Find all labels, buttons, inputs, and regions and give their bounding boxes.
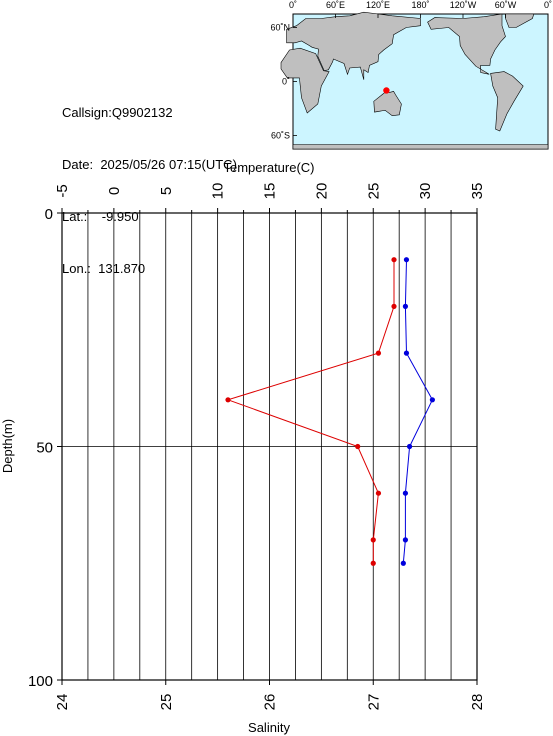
temperature-axis-title: Temperature(C)	[223, 160, 314, 175]
station-marker-dot	[383, 87, 390, 94]
temperature-tick-label: 35	[469, 183, 486, 200]
temperature-data-point	[400, 560, 406, 566]
temperature-data-point	[402, 537, 409, 543]
date-value: 2025/05/26 07:15(UTC)	[100, 157, 237, 172]
temperature-data-point	[403, 257, 410, 263]
temperature-data-point	[403, 350, 410, 356]
salinity-profile-line	[226, 259, 395, 564]
temperature-tick-label: 5	[158, 187, 175, 195]
land-europe-asia	[286, 11, 421, 80]
temperature-tick-label: 25	[365, 183, 382, 200]
world-map: 0˚ 60˚E 120˚E 180˚ 120˚W 60˚W 0˚ 60˚N 0˚ 60˚S	[270, 0, 552, 150]
map-lon-tick-label: 0˚	[289, 0, 297, 10]
land-antarctica	[292, 144, 549, 150]
salinity-data-point	[355, 443, 361, 450]
map-lon-tick-label: 60˚E	[326, 0, 345, 10]
salinity-data-point	[391, 257, 397, 263]
temperature-tick-label: 20	[313, 183, 330, 200]
temperature-data-point	[429, 397, 435, 403]
salinity-tick-label: 28	[469, 694, 486, 711]
map-land	[280, 11, 549, 150]
map-longitude-ticks: 0˚ 60˚E 120˚E 180˚ 120˚W 60˚W 0˚	[289, 0, 552, 18]
temperature-data-point	[406, 443, 413, 450]
temperature-data-point	[402, 303, 409, 309]
map-lon-tick-label: 180˚	[411, 0, 429, 10]
map-lon-tick-label: 120˚E	[366, 0, 390, 10]
salinity-tick-label: 26	[262, 694, 279, 711]
temperature-tick-label: 15	[262, 183, 279, 200]
callsign-label: Callsign:	[62, 105, 112, 120]
salinity-data-point	[225, 397, 231, 403]
map-lat-tick-label: 60˚S	[271, 131, 290, 141]
land-north-america	[427, 13, 506, 75]
temperature-profile-line	[402, 259, 433, 564]
salinity-data-point	[375, 350, 382, 356]
salinity-tick-label: 24	[54, 694, 71, 711]
station-info: Callsign:Q9902132 Date: 2025/05/26 07:15…	[62, 73, 237, 293]
salinity-data-point	[391, 303, 397, 309]
land-greenland	[505, 13, 535, 28]
salinity-data-point	[375, 490, 382, 496]
chart-grid	[62, 213, 477, 680]
salinity-axis-title: Salinity	[248, 720, 290, 735]
depth-axis: 0 50 100	[28, 206, 62, 690]
map-lon-tick-label: 60˚W	[495, 0, 517, 10]
salinity-tick-label: 25	[158, 694, 175, 711]
salinity-data-point	[370, 560, 376, 566]
salinity-axis: 24 25 26 27 28	[54, 680, 486, 710]
temperature-tick-label: -5	[54, 184, 71, 197]
salinity-tick-label: 27	[365, 694, 382, 711]
depth-tick-label: 100	[28, 673, 53, 690]
date-line: Date: 2025/05/26 07:15(UTC)	[62, 157, 237, 173]
lon-label: Lon.:	[62, 261, 91, 276]
map-lon-tick-label: 0˚	[544, 0, 552, 10]
lon-value: 131.870	[98, 261, 146, 276]
land-south-america	[490, 71, 524, 132]
station-marker	[383, 87, 390, 94]
series-layer	[225, 257, 435, 566]
map-lon-tick-label: 120˚W	[450, 0, 477, 10]
depth-axis-title: Depth(m)	[0, 419, 15, 473]
temperature-axis: -5 0 5 10 15 20 25 30 35	[54, 183, 486, 213]
land-africa	[280, 47, 330, 114]
map-lat-tick-label: 0˚	[282, 77, 290, 87]
map-latitude-ticks: 60˚N 0˚ 60˚S	[270, 23, 297, 141]
depth-tick-label: 50	[36, 440, 53, 457]
map-lat-tick-label: 60˚N	[270, 23, 290, 33]
date-label: Date:	[62, 157, 94, 172]
callsign-value: Q9902132	[111, 105, 173, 120]
salinity-data-point	[370, 537, 376, 543]
lon-line: Lon.: 131.870	[62, 261, 237, 277]
depth-tick-label: 0	[45, 206, 53, 223]
callsign-line: Callsign:Q9902132	[62, 105, 237, 121]
temperature-tick-label: 10	[210, 183, 227, 200]
temperature-tick-label: 0	[106, 187, 123, 195]
temperature-tick-label: 30	[417, 183, 434, 200]
temperature-data-point	[402, 490, 409, 496]
